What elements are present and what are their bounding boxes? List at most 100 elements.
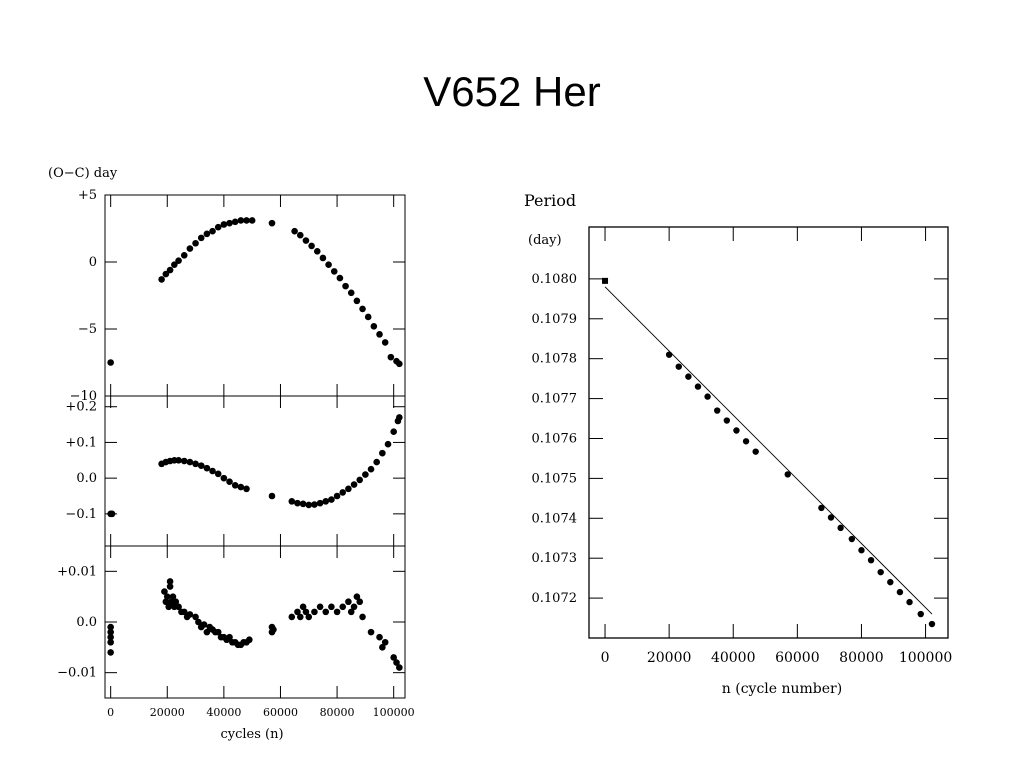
oc-ylabel: (O−C) day	[48, 166, 118, 181]
residual-point	[396, 414, 403, 421]
residual2-y-tick-label: −0.01	[57, 666, 97, 681]
residual2-y-tick-label: 0.0	[76, 615, 97, 630]
residual-point	[237, 483, 245, 491]
oc-point	[192, 239, 199, 247]
residual-point	[328, 496, 335, 503]
residual2-y-tick-label: +0.01	[57, 564, 97, 579]
left-x-tick-labels: 0 20000 40000 60000 80000 100000	[107, 706, 415, 719]
oc-point	[291, 227, 298, 235]
residual2-point	[350, 603, 358, 611]
residual2-point	[214, 628, 222, 636]
oc-point	[336, 274, 344, 282]
residual2-point	[166, 583, 174, 590]
oc-y-tick-label: −5	[78, 322, 97, 337]
oc-point	[387, 353, 395, 361]
oc-point	[226, 219, 233, 227]
residual2-point	[200, 621, 208, 628]
residual2-point	[333, 608, 341, 616]
residual2-point	[390, 654, 397, 661]
residual-point	[379, 449, 386, 457]
residual2-point	[186, 611, 194, 618]
residual2-point	[195, 618, 202, 626]
residual-point	[373, 458, 380, 466]
left-x-tick-label: 0	[107, 706, 114, 719]
oc-point	[308, 242, 315, 250]
period-x-tick-label: 20000	[647, 650, 692, 666]
residual2-point	[169, 593, 177, 600]
oc-point	[396, 360, 403, 368]
period-frame	[588, 226, 949, 639]
residual-point	[350, 481, 358, 488]
period-y-tick-label: 0.1078	[532, 352, 578, 367]
period-point	[714, 407, 721, 414]
residual2-point	[192, 613, 199, 621]
oc-point	[319, 254, 327, 262]
residual2-point	[347, 608, 355, 616]
oc-point	[302, 237, 310, 244]
residual2-point	[107, 649, 114, 656]
period-fit-line	[604, 286, 933, 615]
residual2-point	[296, 613, 304, 621]
residual-point	[333, 492, 341, 500]
residual2-point	[353, 593, 361, 600]
residual-point	[108, 510, 116, 518]
residual2-point	[356, 598, 364, 606]
left-x-tick-label: 80000	[320, 706, 355, 719]
residual2-point	[288, 613, 296, 621]
oc-point	[220, 221, 228, 228]
residual-point	[231, 481, 239, 489]
left-xlabel: cycles (n)	[220, 727, 283, 742]
residual2-point	[302, 608, 310, 616]
period-point	[733, 427, 740, 434]
residual2-point	[163, 593, 171, 600]
oc-point	[186, 245, 194, 252]
period-y-tick-label: 0.1080	[532, 272, 578, 287]
residual-point	[294, 499, 301, 507]
oc-point	[353, 297, 361, 305]
period-x-tick-label: 60000	[775, 650, 820, 666]
residual2-point	[161, 588, 168, 595]
residual2-point	[322, 608, 330, 616]
period-point	[827, 514, 835, 521]
period-point	[867, 556, 875, 564]
residual2-point	[107, 623, 114, 631]
oc-point	[347, 289, 355, 297]
residual-point	[214, 470, 222, 478]
residual2-point	[376, 633, 383, 641]
residual-point	[175, 456, 182, 464]
period-point	[917, 610, 924, 618]
residual2-point	[367, 628, 375, 636]
oc-y-tick-label: −10	[70, 389, 97, 404]
residual-point	[316, 499, 324, 507]
residual2-point	[381, 638, 389, 646]
period-ylabel: (day)	[528, 233, 562, 248]
oc-point	[171, 261, 178, 268]
residual2-point	[393, 659, 400, 666]
residual2-point	[107, 628, 114, 636]
residual-point	[180, 457, 188, 465]
left-x-tick-label: 40000	[206, 706, 241, 719]
period-point	[887, 578, 894, 586]
residual-point	[299, 500, 307, 508]
residual-point	[268, 492, 276, 500]
period-point	[752, 448, 759, 455]
oc-point	[370, 323, 378, 330]
oc-point	[231, 218, 239, 226]
period-point	[602, 277, 609, 284]
left-x-tick-label: 100000	[373, 706, 415, 719]
residual2-point	[328, 603, 335, 611]
period-x-tick-label: 80000	[839, 650, 884, 666]
oc-point	[209, 227, 216, 235]
slide-title: V652 Her	[423, 68, 601, 115]
period-y-tick-label: 0.1075	[532, 471, 578, 486]
residual2-point	[203, 628, 211, 636]
residual2-point	[359, 613, 366, 621]
period-point	[848, 535, 856, 543]
oc-point	[268, 219, 276, 227]
residual-point	[367, 465, 375, 473]
residual2-point	[166, 578, 174, 585]
period-point	[818, 504, 825, 512]
residual2-point	[396, 664, 403, 671]
residual-point	[197, 462, 205, 469]
